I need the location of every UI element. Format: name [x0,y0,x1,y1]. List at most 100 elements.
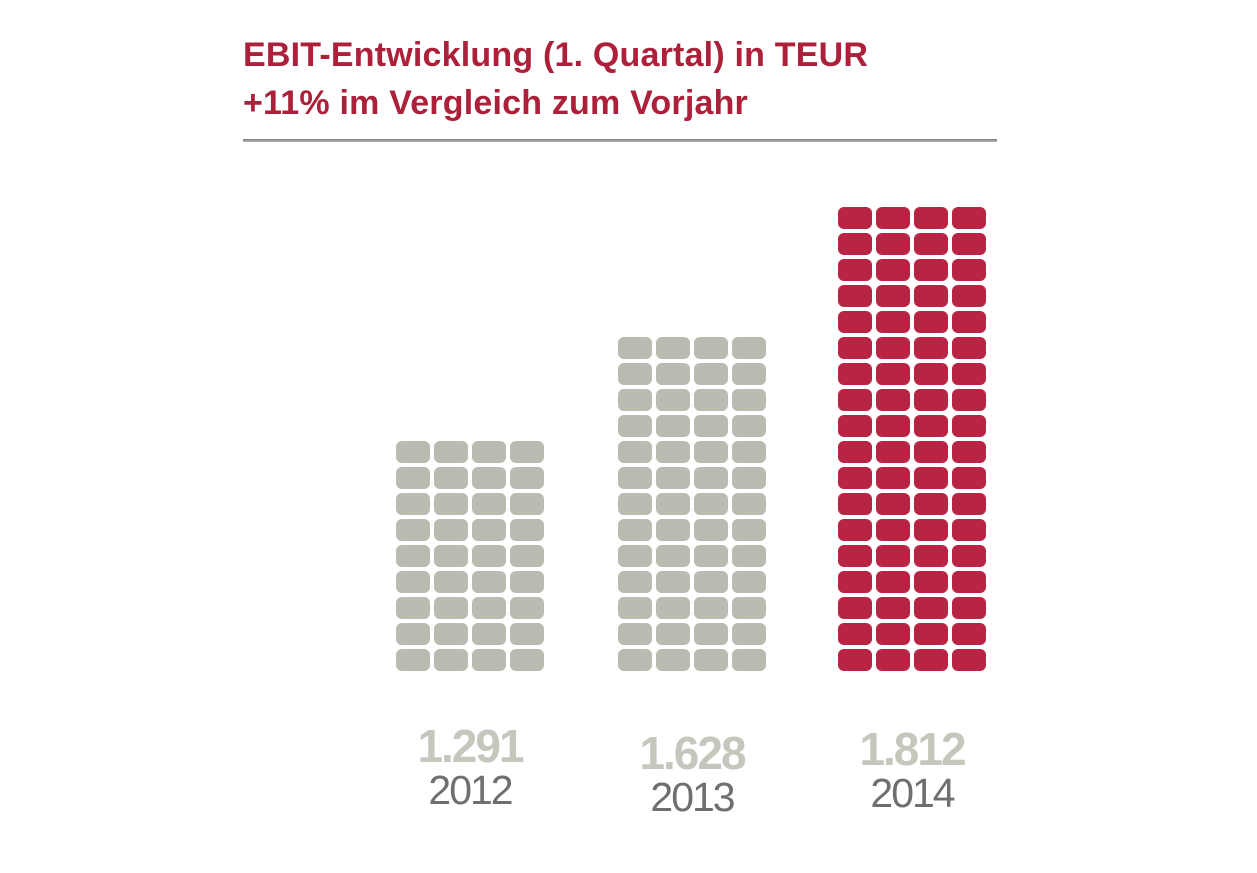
waffle-block [396,571,430,593]
waffle-block [732,467,766,489]
waffle-block [396,623,430,645]
waffle-block [838,337,872,359]
waffle-block [434,467,468,489]
waffle-block [914,493,948,515]
chart-title-line-2: +11% im Vergleich zum Vorjahr [243,84,748,122]
waffle-block [694,389,728,411]
waffle-block [472,623,506,645]
waffle-block [952,571,986,593]
waffle-block [838,571,872,593]
waffle-block [510,519,544,541]
waffle-block [876,493,910,515]
waffle-block [396,519,430,541]
waffle-block [838,545,872,567]
waffle-block [876,467,910,489]
waffle-block [914,441,948,463]
waffle-block [618,467,652,489]
waffle-block [510,545,544,567]
waffle-block [618,519,652,541]
waffle-block [732,545,766,567]
waffle-block [952,285,986,307]
waffle-block [914,259,948,281]
waffle-block [396,493,430,515]
waffle-block [838,649,872,671]
waffle-block [510,441,544,463]
waffle-block [732,363,766,385]
value-label-2013: 1.628 [639,727,746,779]
waffle-block [618,597,652,619]
waffle-block [396,441,430,463]
waffle-block [914,623,948,645]
year-label-2012: 2012 [428,767,513,813]
waffle-block [952,519,986,541]
waffle-block [732,493,766,515]
waffle-block [838,285,872,307]
waffle-block [434,519,468,541]
waffle-block [838,493,872,515]
waffle-block [952,441,986,463]
waffle-block [838,623,872,645]
waffle-block [876,571,910,593]
title-divider [243,139,997,142]
waffle-block [732,571,766,593]
waffle-block [838,259,872,281]
waffle-block [656,337,690,359]
chart-title-line-1: EBIT-Entwicklung (1. Quartal) in TEUR [243,36,869,74]
waffle-block [656,363,690,385]
waffle-block [914,363,948,385]
waffle-block [952,545,986,567]
waffle-block [396,597,430,619]
waffle-block [656,467,690,489]
waffle-block [656,571,690,593]
waffle-block [838,233,872,255]
waffle-block [694,623,728,645]
waffle-block [838,363,872,385]
waffle-block [618,389,652,411]
waffle-block [914,207,948,229]
waffle-block [472,649,506,671]
waffle-block [694,415,728,437]
waffle-block [838,441,872,463]
waffle-block [914,649,948,671]
waffle-block [472,519,506,541]
year-label-2013: 2013 [650,774,735,820]
waffle-block [914,337,948,359]
waffle-block [914,545,948,567]
waffle-block [656,519,690,541]
waffle-block [952,493,986,515]
bar-2014-blocks [838,207,986,671]
waffle-block [618,649,652,671]
waffle-block [952,597,986,619]
waffle-block [434,545,468,567]
waffle-block [694,545,728,567]
waffle-block [618,337,652,359]
waffle-block [732,649,766,671]
waffle-block [914,415,948,437]
waffle-block [876,389,910,411]
waffle-block [876,363,910,385]
waffle-block [952,311,986,333]
waffle-block [876,259,910,281]
waffle-block [618,441,652,463]
waffle-block [838,519,872,541]
waffle-block [952,467,986,489]
waffle-block [952,207,986,229]
waffle-block [952,233,986,255]
waffle-block [876,519,910,541]
waffle-block [838,597,872,619]
value-label-2014: 1.812 [859,723,966,775]
waffle-block [876,649,910,671]
waffle-block [656,545,690,567]
waffle-block [618,415,652,437]
waffle-block [838,207,872,229]
waffle-block [732,597,766,619]
waffle-block [914,571,948,593]
waffle-block [434,571,468,593]
waffle-block [732,623,766,645]
waffle-block [510,467,544,489]
waffle-block [656,441,690,463]
waffle-block [838,467,872,489]
waffle-block [434,597,468,619]
waffle-block [396,545,430,567]
